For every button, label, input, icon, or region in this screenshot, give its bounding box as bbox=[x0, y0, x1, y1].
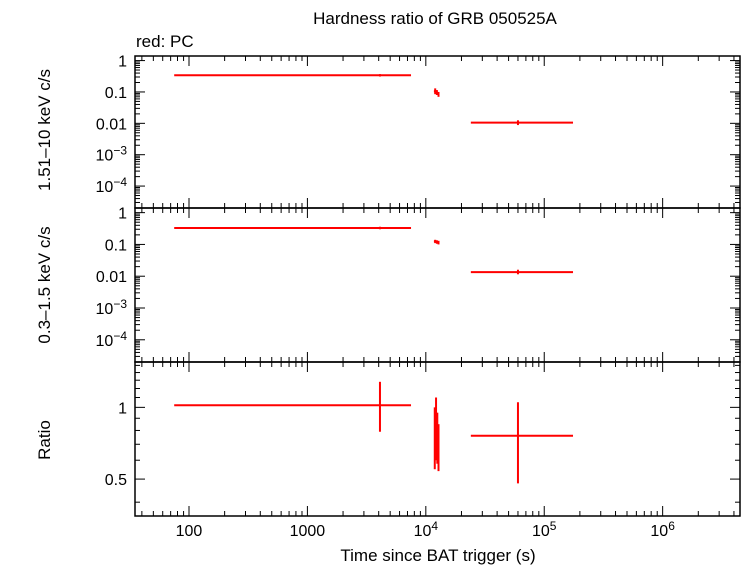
data-point bbox=[470, 120, 574, 126]
data-point bbox=[435, 240, 438, 244]
data-point bbox=[470, 269, 574, 275]
x-tick-label: 106 bbox=[650, 519, 675, 540]
y-tick-label-superscript: −4 bbox=[113, 175, 127, 189]
y-tick-label-text: 1 bbox=[118, 400, 127, 417]
data-point bbox=[174, 381, 412, 432]
x-tick-label-text: 10 bbox=[414, 523, 432, 540]
y-tick-label: 1 bbox=[118, 400, 127, 417]
y-axis-label-hard: 1.51–10 keV c/s bbox=[35, 69, 54, 191]
data-point bbox=[174, 226, 412, 230]
y-tick-label-text: 1 bbox=[118, 54, 127, 71]
x-tick-label: 100 bbox=[176, 523, 203, 540]
y-tick-label-text: 0.1 bbox=[105, 237, 127, 254]
y-tick-label: 10−4 bbox=[96, 329, 128, 350]
x-axis-label: Time since BAT trigger (s) bbox=[340, 546, 535, 565]
y-tick-label: 0.01 bbox=[96, 116, 127, 133]
data-point bbox=[437, 424, 440, 472]
legend-label: red: PC bbox=[136, 32, 194, 51]
x-tick-label-superscript: 5 bbox=[550, 519, 557, 533]
x-tick-label-text: 10 bbox=[650, 523, 668, 540]
panel-ratio-frame bbox=[134, 361, 741, 517]
y-tick-label-superscript: −4 bbox=[113, 329, 127, 343]
x-tick-label-text: 1000 bbox=[290, 523, 326, 540]
data-point bbox=[437, 240, 440, 245]
y-tick-label-text: 1 bbox=[118, 206, 127, 223]
y-tick-label-text: 10 bbox=[96, 333, 114, 350]
y-axis-label-soft: 0.3–1.5 keV c/s bbox=[35, 226, 54, 343]
x-tick-label-superscript: 4 bbox=[431, 519, 438, 533]
y-tick-label: 0.1 bbox=[105, 237, 127, 254]
y-tick-label-superscript: −3 bbox=[113, 144, 127, 158]
x-tick-label: 1000 bbox=[290, 523, 326, 540]
panel-hard-frame bbox=[134, 55, 741, 209]
y-tick-label: 10−3 bbox=[96, 297, 128, 318]
x-tick-label-text: 10 bbox=[532, 523, 550, 540]
y-tick-label: 10−3 bbox=[96, 144, 128, 165]
y-tick-label: 10−4 bbox=[96, 175, 128, 196]
y-tick-label: 0.01 bbox=[96, 269, 127, 286]
chart-title: Hardness ratio of GRB 050525A bbox=[313, 9, 557, 28]
x-tick-label-text: 100 bbox=[176, 523, 203, 540]
y-tick-label-text: 10 bbox=[96, 301, 114, 318]
data-point bbox=[437, 91, 440, 97]
x-tick-label: 105 bbox=[532, 519, 557, 540]
y-tick-label-text: 0.5 bbox=[105, 472, 127, 489]
y-tick-label: 0.5 bbox=[105, 472, 127, 489]
y-tick-label: 1 bbox=[118, 206, 127, 223]
y-tick-label-text: 0.1 bbox=[105, 85, 127, 102]
y-tick-label-text: 0.01 bbox=[96, 116, 127, 133]
y-tick-label-text: 10 bbox=[96, 179, 114, 196]
data-point bbox=[435, 90, 438, 95]
panel-ratio: 10.5 bbox=[105, 361, 741, 517]
y-tick-label: 0.1 bbox=[105, 85, 127, 102]
y-tick-label-text: 10 bbox=[96, 148, 114, 165]
data-point bbox=[470, 402, 574, 484]
data-point bbox=[174, 74, 412, 77]
y-tick-label: 1 bbox=[118, 54, 127, 71]
y-axis-label-ratio: Ratio bbox=[35, 420, 54, 460]
panel-soft-frame bbox=[134, 207, 741, 363]
y-tick-label-text: 0.01 bbox=[96, 269, 127, 286]
y-tick-label-superscript: −3 bbox=[113, 297, 127, 311]
x-tick-label: 104 bbox=[414, 519, 439, 540]
x-tick-label-superscript: 6 bbox=[668, 519, 675, 533]
